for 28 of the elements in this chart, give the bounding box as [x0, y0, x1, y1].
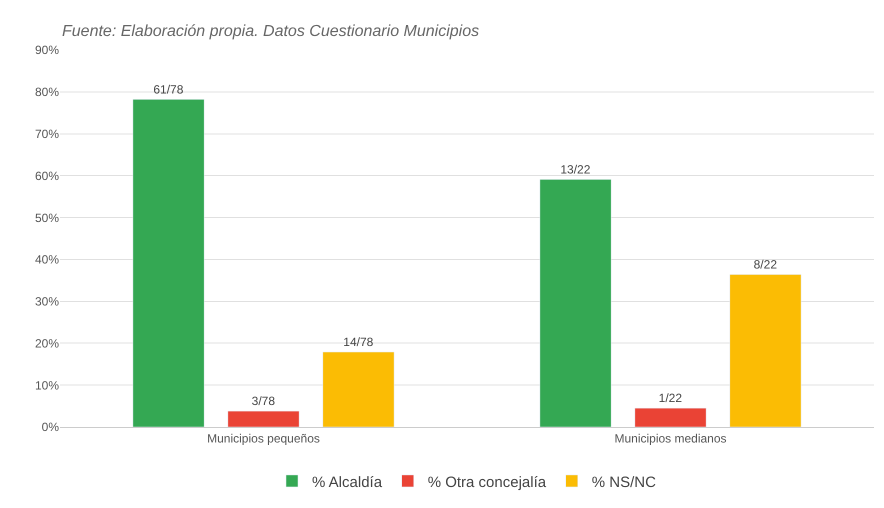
- x-tick-label: Municipios medianos: [614, 431, 727, 446]
- y-tick-label: 30%: [34, 294, 60, 309]
- y-tick-label: 10%: [34, 378, 60, 392]
- legend-label: % Alcaldía: [312, 474, 383, 491]
- data-label: 13/22: [560, 162, 591, 176]
- bar: [132, 99, 204, 427]
- data-label: 1/22: [658, 391, 682, 406]
- y-tick-label: 50%: [34, 210, 60, 225]
- y-tick-label: 60%: [34, 168, 60, 183]
- x-tick-label: Municipios pequeños: [207, 431, 320, 446]
- y-tick-label: 20%: [34, 336, 60, 350]
- bar: [634, 408, 706, 427]
- legend-label: % Otra concejalía: [428, 474, 547, 491]
- bar: [228, 410, 300, 427]
- data-label: 8/22: [754, 258, 778, 272]
- bar: [540, 179, 612, 427]
- data-label: 3/78: [252, 394, 276, 408]
- source-note: Fuente: Elaboración propia. Datos Cuestionario Municipios: [62, 23, 480, 40]
- y-tick-label: 70%: [34, 126, 60, 141]
- y-tick-label: 80%: [34, 85, 60, 100]
- y-tick-label: 0%: [42, 420, 60, 434]
- data-label: 61/78: [153, 82, 184, 96]
- legend-label: % NS/NC: [592, 474, 656, 491]
- y-tick-label: 40%: [34, 252, 60, 267]
- bar: [322, 352, 394, 427]
- bar: [730, 274, 802, 427]
- y-tick-label: 90%: [34, 43, 60, 58]
- data-label: 14/78: [343, 335, 374, 350]
